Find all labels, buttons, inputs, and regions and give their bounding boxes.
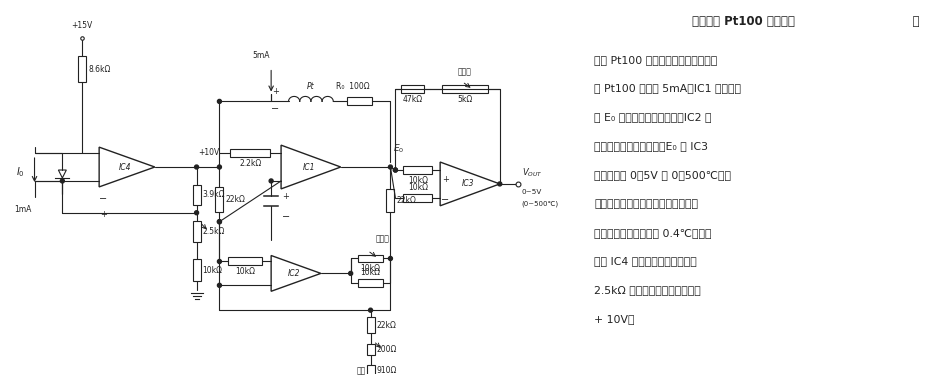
Text: +10V: +10V bbox=[199, 148, 219, 157]
Circle shape bbox=[218, 165, 221, 169]
Bar bbox=[402, 85, 424, 94]
Text: 10kΩ: 10kΩ bbox=[361, 268, 380, 277]
Circle shape bbox=[389, 256, 392, 261]
Text: IC3: IC3 bbox=[461, 179, 474, 188]
Text: 调增益: 调增益 bbox=[458, 68, 472, 77]
Text: 10kΩ: 10kΩ bbox=[407, 176, 428, 185]
Bar bbox=[229, 258, 262, 265]
Text: 5mA: 5mA bbox=[252, 51, 270, 60]
Bar bbox=[358, 279, 383, 287]
Text: 放大后输出 0～5V 与 0～500℃相对: 放大后输出 0～5V 与 0～500℃相对 bbox=[594, 170, 731, 180]
Text: IC4: IC4 bbox=[119, 162, 131, 171]
Bar bbox=[366, 317, 375, 333]
Bar bbox=[358, 255, 383, 262]
Circle shape bbox=[393, 168, 397, 172]
Circle shape bbox=[60, 179, 64, 183]
Text: 22kΩ: 22kΩ bbox=[396, 196, 417, 205]
Text: 1mA: 1mA bbox=[14, 205, 32, 214]
Text: −: − bbox=[271, 105, 279, 114]
Text: +: + bbox=[442, 176, 448, 185]
Circle shape bbox=[218, 220, 221, 224]
Text: 正反馈（线性化）电路。E₀ 经 IC3: 正反馈（线性化）电路。E₀ 经 IC3 bbox=[594, 141, 709, 151]
Circle shape bbox=[349, 271, 352, 275]
Text: 测量范围，测量精度在 0.4℃以内。: 测量范围，测量精度在 0.4℃以内。 bbox=[594, 227, 711, 238]
Text: $E_0$: $E_0$ bbox=[393, 143, 405, 155]
Text: 调零: 调零 bbox=[356, 366, 365, 375]
Bar bbox=[216, 187, 223, 212]
Text: 47kΩ: 47kΩ bbox=[403, 96, 423, 105]
Text: 压 E₀ 随铂热电阻相应变化。IC2 为: 压 E₀ 随铂热电阻相应变化。IC2 为 bbox=[594, 112, 711, 122]
Text: 3.9kΩ: 3.9kΩ bbox=[203, 190, 225, 199]
Text: +: + bbox=[272, 87, 279, 96]
Text: 电: 电 bbox=[906, 15, 920, 28]
Bar bbox=[366, 365, 375, 376]
Text: IC2: IC2 bbox=[287, 269, 300, 278]
Text: 0~5V: 0~5V bbox=[522, 189, 542, 195]
Text: −: − bbox=[282, 212, 290, 222]
Text: $I_0$: $I_0$ bbox=[16, 165, 25, 179]
Text: 路以 Pt100 铂热电阻为测温元件，流: 路以 Pt100 铂热电阻为测温元件，流 bbox=[594, 55, 717, 65]
Bar bbox=[78, 56, 86, 82]
Text: 铂热电阻 Pt100 测温电路: 铂热电阻 Pt100 测温电路 bbox=[692, 15, 795, 28]
Circle shape bbox=[498, 182, 502, 186]
Circle shape bbox=[218, 284, 221, 287]
Text: 22kΩ: 22kΩ bbox=[225, 195, 246, 204]
Bar bbox=[387, 189, 394, 212]
Text: 2.5kΩ 电位器，可使基准电压为: 2.5kΩ 电位器，可使基准电压为 bbox=[594, 285, 701, 295]
Circle shape bbox=[194, 211, 199, 215]
Text: +: + bbox=[283, 193, 289, 201]
Text: +: + bbox=[100, 210, 107, 219]
Text: −: − bbox=[100, 194, 107, 204]
Text: Pt: Pt bbox=[307, 82, 314, 91]
Text: 5kΩ: 5kΩ bbox=[458, 96, 472, 105]
Circle shape bbox=[218, 259, 221, 264]
Text: 10kΩ: 10kΩ bbox=[235, 267, 256, 276]
Circle shape bbox=[393, 168, 397, 172]
Text: +15V: +15V bbox=[72, 21, 93, 30]
Text: $V_{OUT}$: $V_{OUT}$ bbox=[522, 167, 542, 179]
Text: 2.2kΩ: 2.2kΩ bbox=[239, 159, 261, 168]
Text: 8.6kΩ: 8.6kΩ bbox=[88, 65, 111, 74]
Bar bbox=[193, 185, 201, 205]
Bar bbox=[193, 259, 201, 281]
Text: R₀  100Ω: R₀ 100Ω bbox=[336, 82, 369, 91]
Text: (0~500℃): (0~500℃) bbox=[522, 200, 559, 207]
Text: 10kΩ: 10kΩ bbox=[203, 266, 222, 275]
Circle shape bbox=[194, 165, 199, 169]
Bar bbox=[347, 97, 372, 105]
Text: 图中 IC4 为基准电压电路。调节: 图中 IC4 为基准电压电路。调节 bbox=[594, 256, 697, 267]
Text: 应的输出信号。这也是此电路的温度: 应的输出信号。这也是此电路的温度 bbox=[594, 199, 698, 209]
Bar bbox=[366, 344, 375, 355]
Circle shape bbox=[389, 165, 392, 169]
Text: 2.5kΩ: 2.5kΩ bbox=[203, 227, 225, 236]
Text: + 10V。: + 10V。 bbox=[594, 314, 635, 324]
Bar bbox=[193, 221, 201, 242]
Bar bbox=[404, 166, 432, 174]
Text: 经 Pt100 的电流 5mA，IC1 的输出电: 经 Pt100 的电流 5mA，IC1 的输出电 bbox=[594, 83, 741, 94]
Text: −: − bbox=[441, 195, 449, 205]
Text: 910Ω: 910Ω bbox=[377, 366, 397, 375]
Circle shape bbox=[218, 99, 221, 103]
Circle shape bbox=[218, 220, 221, 224]
Bar bbox=[443, 85, 487, 94]
Text: 调线性: 调线性 bbox=[376, 234, 390, 243]
Polygon shape bbox=[59, 170, 66, 178]
Text: 200Ω: 200Ω bbox=[377, 346, 397, 355]
Text: 22kΩ: 22kΩ bbox=[377, 321, 396, 330]
Bar bbox=[231, 149, 271, 157]
Text: 10kΩ: 10kΩ bbox=[361, 264, 380, 273]
Circle shape bbox=[368, 308, 373, 312]
Circle shape bbox=[269, 179, 273, 183]
Text: 10kΩ: 10kΩ bbox=[407, 183, 428, 192]
Bar bbox=[404, 194, 432, 202]
Text: IC1: IC1 bbox=[302, 162, 315, 171]
